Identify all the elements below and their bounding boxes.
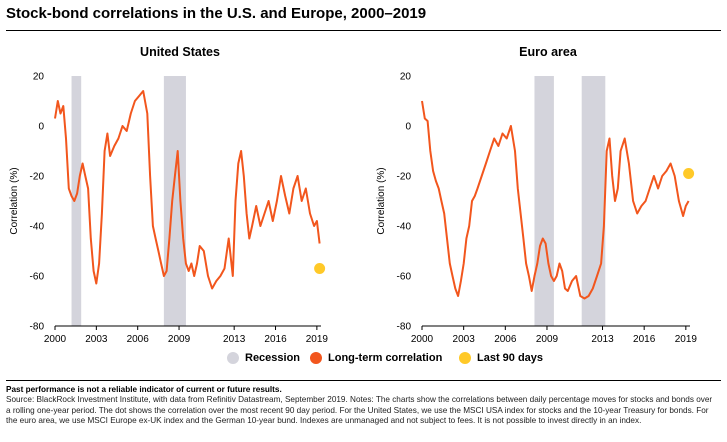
x-tick-label: 2009 xyxy=(536,334,559,345)
long-term-swatch xyxy=(310,352,322,364)
legend-item-long-term: Long-term correlation xyxy=(310,352,442,364)
x-tick-label: 2013 xyxy=(223,334,246,345)
x-tick-label: 2000 xyxy=(411,334,434,345)
x-tick-label: 2009 xyxy=(168,334,191,345)
y-axis-label: Correlation (%) xyxy=(376,167,387,234)
y-tick-label: -20 xyxy=(397,172,412,183)
x-tick-label: 2016 xyxy=(633,334,656,345)
y-tick-label: -40 xyxy=(30,222,45,233)
x-tick-label: 2003 xyxy=(85,334,108,345)
x-tick-label: 2019 xyxy=(675,334,698,345)
y-tick-label: -40 xyxy=(397,222,412,233)
legend-label-last-90: Last 90 days xyxy=(477,352,544,364)
last-90-swatch xyxy=(459,352,471,364)
last-90-point xyxy=(314,263,326,274)
footnote-heading: Past performance is not a reliable indic… xyxy=(6,385,282,394)
y-tick-label: 0 xyxy=(405,122,411,133)
legend-label-recession: Recession xyxy=(245,352,301,364)
footnote-text: Source: BlackRock Investment Institute, … xyxy=(6,395,713,426)
y-tick-label: -80 xyxy=(397,322,412,333)
legend-item-last-90: Last 90 days xyxy=(459,352,543,364)
y-tick-label: 20 xyxy=(33,72,45,83)
x-tick-label: 2019 xyxy=(306,334,329,345)
legend: Recession Long-term correlation Last 90 … xyxy=(0,352,727,368)
y-axis-label: Correlation (%) xyxy=(9,167,20,234)
x-tick-label: 2006 xyxy=(494,334,517,345)
x-tick-label: 2000 xyxy=(44,334,67,345)
y-tick-label: -60 xyxy=(30,272,45,283)
recession-band xyxy=(71,76,82,326)
x-tick-label: 2006 xyxy=(127,334,150,345)
y-tick-label: -20 xyxy=(30,172,45,183)
recession-band xyxy=(163,76,186,326)
x-tick-label: 2013 xyxy=(591,334,614,345)
footnote: Past performance is not a reliable indic… xyxy=(6,385,718,427)
recession-swatch xyxy=(227,352,239,364)
x-tick-label: 2016 xyxy=(264,334,287,345)
chart-title: United States xyxy=(140,45,220,59)
y-tick-label: 20 xyxy=(400,72,412,83)
y-tick-label: -60 xyxy=(397,272,412,283)
x-tick-label: 2003 xyxy=(453,334,476,345)
series-line xyxy=(54,90,321,290)
last-90-point xyxy=(683,168,695,179)
legend-item-recession: Recession xyxy=(227,352,300,364)
chart-title: Euro area xyxy=(519,45,578,59)
footer-divider xyxy=(6,380,721,381)
title-divider xyxy=(6,30,721,31)
recession-band xyxy=(534,76,554,326)
legend-label-long-term: Long-term correlation xyxy=(328,352,443,364)
y-tick-label: 0 xyxy=(38,122,44,133)
page-title: Stock-bond correlations in the U.S. and … xyxy=(6,5,427,22)
series-line xyxy=(421,100,690,300)
recession-band xyxy=(581,76,606,326)
y-tick-label: -80 xyxy=(30,322,45,333)
